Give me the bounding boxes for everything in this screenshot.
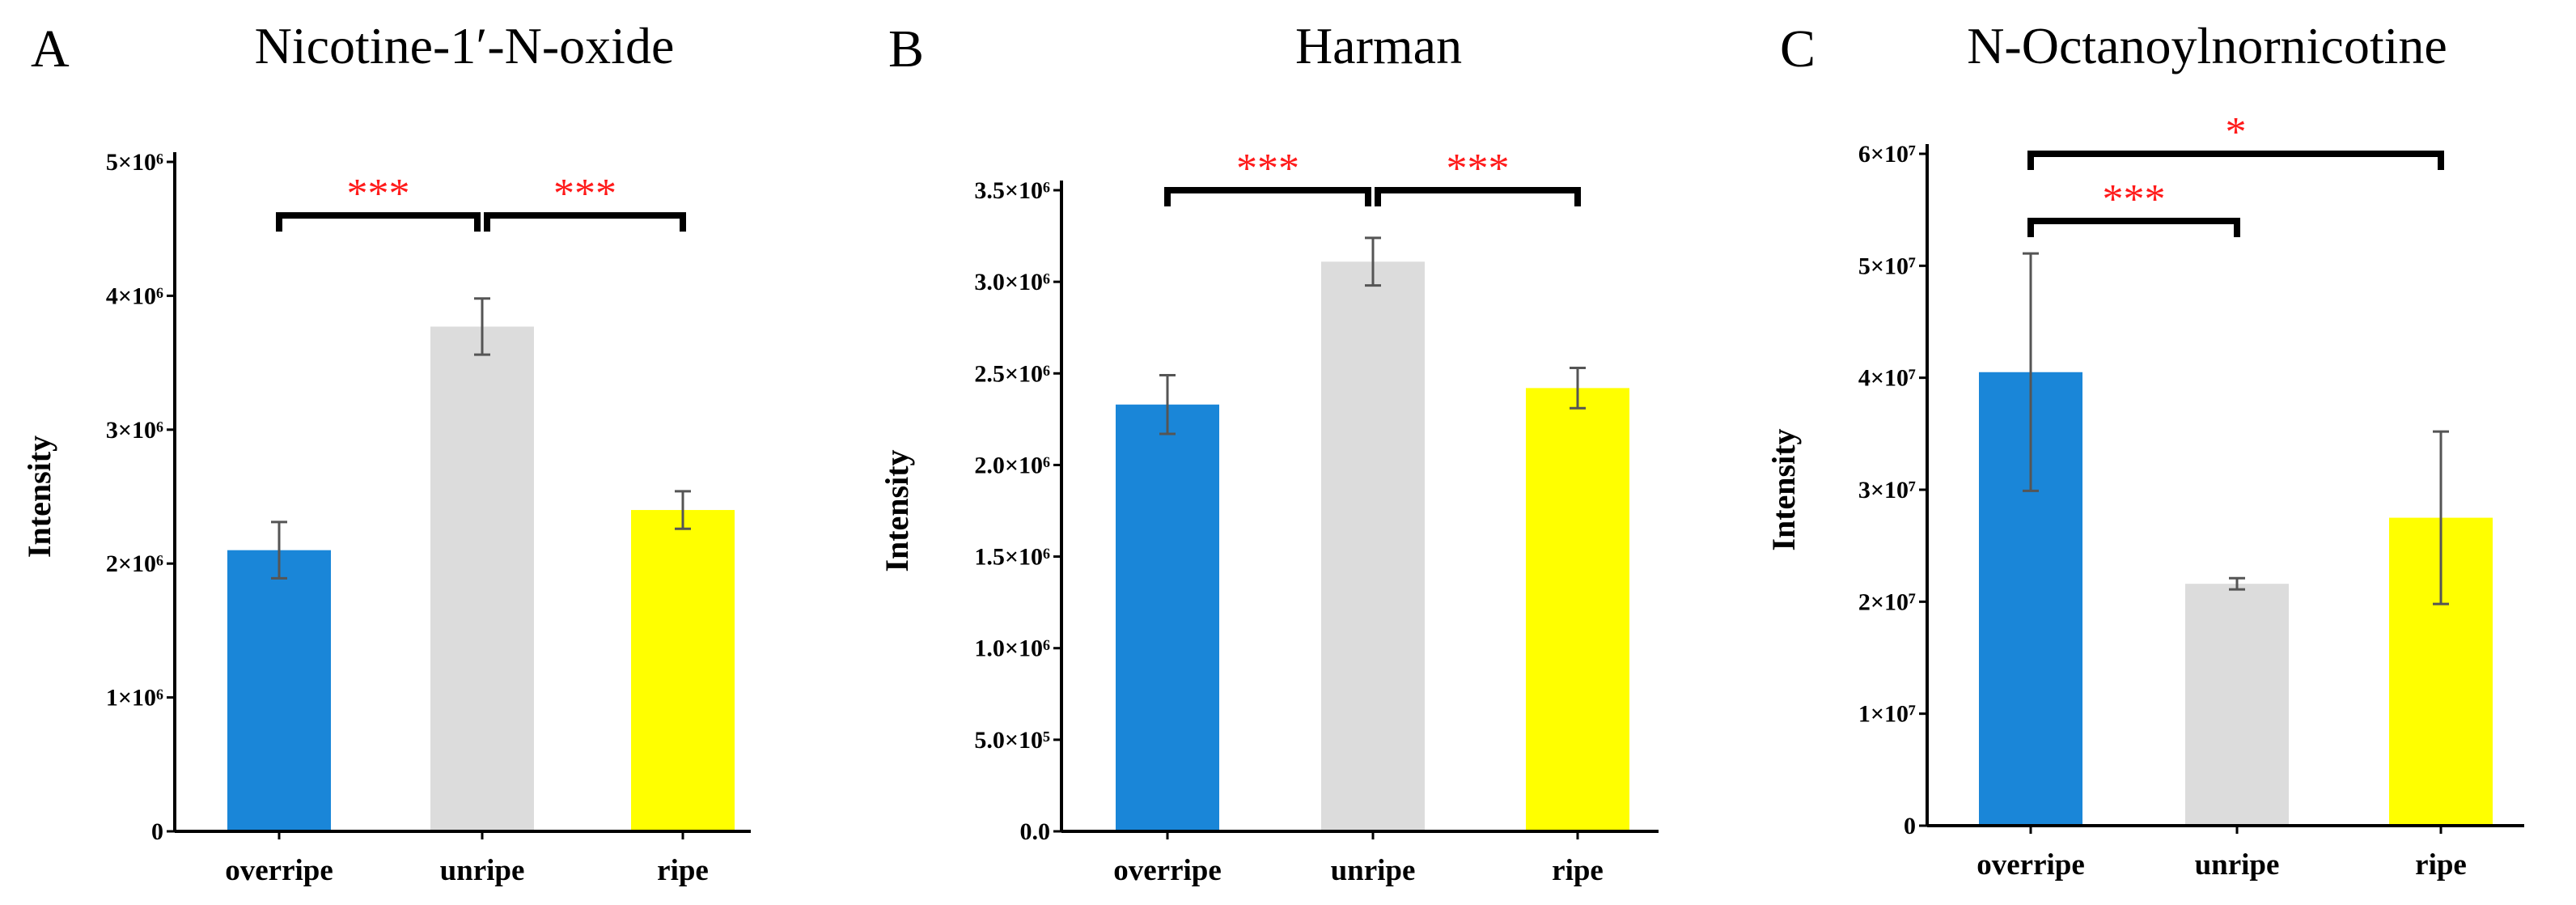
y-tick-label: 0: [1904, 813, 1916, 839]
y-axis-title: Intensity: [21, 436, 57, 558]
y-tick-label: 5×10⁷: [1858, 253, 1916, 279]
y-tick-label: 0.0: [1020, 818, 1051, 845]
y-axis-title: Intensity: [879, 449, 915, 571]
bar-unripe: [430, 326, 534, 831]
bar-overripe: [227, 550, 331, 831]
x-tick-label: overripe: [1976, 848, 2085, 882]
panel-a: A Nicotine-1′-N-oxide Intensity 0 1×10⁶ 2×10⁶…: [21, 17, 751, 887]
y-tick-label: 4×10⁶: [106, 283, 163, 309]
y-tick-label: 4×10⁷: [1858, 365, 1916, 392]
y-tick-label: 2.0×10⁶: [974, 452, 1050, 478]
error-bar-ripe: [675, 490, 691, 530]
y-tick-label: 3.5×10⁶: [974, 177, 1050, 204]
y-tick-label: 2×10⁶: [106, 550, 163, 577]
significance-line: [1375, 187, 1581, 206]
significance-label: ***: [347, 171, 410, 217]
y-tick-label: 2.5×10⁶: [974, 360, 1050, 387]
panel-b: B Harman Intensity 0.0 5.0×10⁵ 1.0×10⁶ 1.5×10⁶…: [879, 17, 1659, 887]
error-bar-unripe: [1365, 236, 1381, 287]
bar-ripe: [1526, 388, 1629, 832]
significance-label: ***: [1236, 146, 1299, 192]
bar-ripe: [631, 510, 735, 831]
significance-line: [484, 212, 686, 232]
x-tick-label: ripe: [657, 854, 709, 887]
y-tick-label: 1×10⁶: [106, 685, 163, 712]
x-tick-label: ripe: [2415, 848, 2467, 882]
x-tick-label: ripe: [1552, 854, 1604, 887]
y-tick-label: 1×10⁷: [1858, 701, 1916, 728]
error-bar-ripe: [2433, 430, 2449, 605]
y-tick-label: 1.0×10⁶: [974, 635, 1050, 662]
error-bar-ripe: [1570, 366, 1586, 410]
x-tick-label: unripe: [1331, 854, 1416, 887]
x-tick-label: unripe: [440, 854, 525, 887]
significance-bracket: ***: [1164, 146, 1371, 206]
bar-unripe: [2185, 584, 2289, 826]
y-tick-label: 5×10⁶: [106, 149, 163, 176]
significance-line: [1164, 187, 1371, 206]
x-tick-label: unripe: [2195, 848, 2280, 882]
y-tick-label: 0: [151, 818, 163, 845]
panel-letter: B: [888, 19, 924, 79]
significance-label: ***: [553, 171, 616, 217]
chart-title: Harman: [1295, 17, 1462, 74]
y-tick-label: 6×10⁷: [1858, 141, 1916, 168]
significance-bracket: ***: [276, 171, 481, 232]
x-tick-label: overripe: [225, 854, 333, 887]
y-axis-title: Intensity: [1765, 428, 1802, 550]
error-bar-unripe: [474, 297, 490, 356]
bar-overripe: [1116, 404, 1219, 831]
significance-bracket: ***: [1375, 146, 1581, 206]
y-tick-label: 3×10⁶: [106, 417, 163, 444]
error-bar-overripe: [271, 520, 287, 580]
significance-bracket: ***: [2027, 176, 2240, 237]
chart-title: N-Octanoylnornicotine: [1967, 17, 2447, 74]
significance-line: [2027, 151, 2444, 170]
significance-label: ***: [1447, 146, 1510, 192]
panel-c: C N-Octanoylnornicotine Intensity 0 1×10⁷ 2×1…: [1765, 17, 2524, 882]
bar-unripe: [1321, 261, 1425, 831]
significance-label: *: [2226, 109, 2247, 155]
significance-bracket: ***: [484, 171, 686, 232]
chart-title: Nicotine-1′-N-oxide: [255, 17, 675, 74]
x-tick-label: overripe: [1113, 854, 1222, 887]
significance-bracket: *: [2027, 109, 2444, 170]
error-bar-unripe: [2229, 576, 2245, 591]
y-tick-label: 3.0×10⁶: [974, 269, 1050, 295]
y-tick-label: 3×10⁷: [1858, 477, 1916, 503]
significance-line: [276, 212, 481, 232]
y-tick-label: 1.5×10⁶: [974, 544, 1050, 571]
panel-letter: A: [31, 19, 70, 79]
panel-letter: C: [1780, 19, 1815, 79]
y-tick-label: 5.0×10⁵: [974, 727, 1050, 754]
significance-line: [2027, 218, 2240, 237]
y-tick-label: 2×10⁷: [1858, 588, 1916, 615]
error-bar-overripe: [1159, 374, 1176, 436]
error-bar-overripe: [2023, 252, 2039, 492]
significance-label: ***: [2103, 176, 2166, 223]
